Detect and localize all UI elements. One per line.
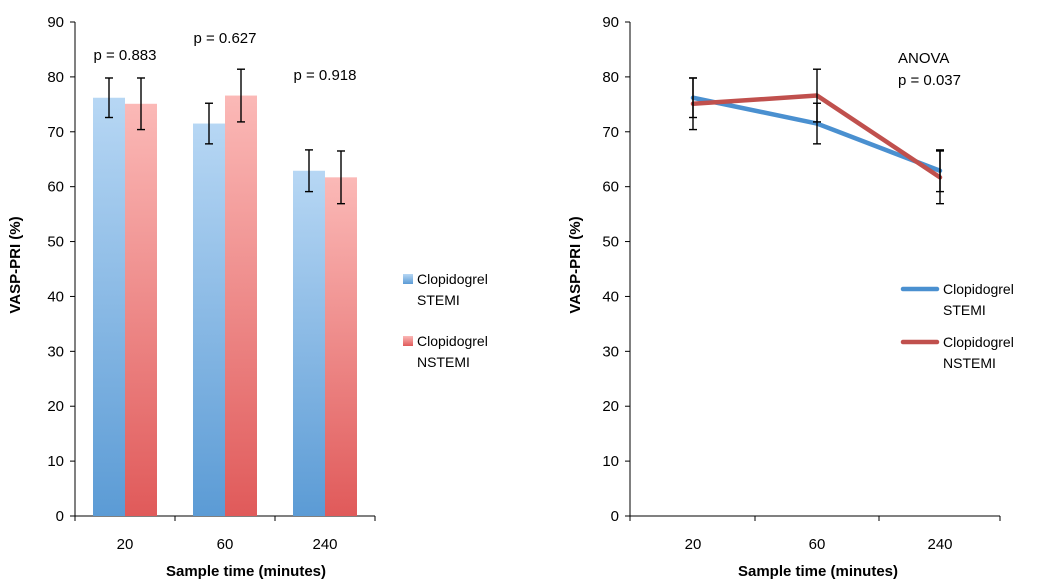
line-chart-xlabel: Sample time (minutes) [738,563,898,580]
line-chart-ytick-label: 50 [602,234,619,251]
bar-chart: VASP-PRI (%) Sample time (minutes) 0 10 20… [7,14,488,580]
bar-chart-ytick-label: 30 [47,343,64,360]
legend-label: Clopidogrel [417,333,488,349]
bar-chart-xtick-label: 60 [217,536,234,553]
bar-chart-ytick-label: 0 [56,508,64,525]
bar-chart-ytick-label: 40 [47,288,64,305]
legend-label: Clopidogrel [943,334,1014,350]
line-chart-ytick-label: 10 [602,453,619,470]
line-chart-xtick-label: 20 [685,536,702,553]
line-chart-ytick-label: 30 [602,343,619,360]
p-value-annotation: p = 0.918 [294,67,357,84]
p-value-annotation: p = 0.627 [194,30,257,47]
line-chart-ytick-label: 20 [602,398,619,415]
anova-annotation: ANOVA [898,50,949,67]
bar-chart-ytick-label: 90 [47,14,64,31]
line-chart-xtick-label: 60 [809,536,826,553]
bar-chart-ytick-label: 70 [47,124,64,141]
legend-label: NSTEMI [943,355,996,371]
legend-label: NSTEMI [417,354,470,370]
bar-clopidogrel-nstemi [125,103,157,516]
bar-chart-ytick-label: 10 [47,453,64,470]
line-chart: VASP-PRI (%) Sample time (minutes) 0 10 20… [567,14,1014,580]
legend-label: Clopidogrel [417,271,488,287]
bar-clopidogrel-nstemi [225,95,257,516]
legend-swatch [403,274,413,284]
bar-chart-ytick-label: 80 [47,69,64,86]
bar-chart-xlabel: Sample time (minutes) [166,563,326,580]
bar-chart-xtick-label: 240 [312,536,337,553]
bar-chart-xtick-label: 20 [117,536,134,553]
bar-chart-ytick-label: 60 [47,179,64,196]
bar-chart-ylabel: VASP-PRI (%) [7,216,24,313]
line-chart-ytick-label: 80 [602,69,619,86]
legend-label: STEMI [417,292,460,308]
bar-clopidogrel-nstemi [325,177,357,516]
bar-clopidogrel-stemi [93,97,125,516]
line-chart-ytick-label: 0 [611,508,619,525]
legend-swatch [403,336,413,346]
bar-clopidogrel-stemi [293,170,325,516]
bar-chart-ytick-label: 50 [47,234,64,251]
bar-clopidogrel-stemi [193,123,225,517]
legend-label: Clopidogrel [943,281,1014,297]
legend-label: STEMI [943,302,986,318]
line-chart-ytick-label: 90 [602,14,619,31]
bar-chart-ytick-label: 20 [47,398,64,415]
line-chart-ytick-label: 70 [602,124,619,141]
line-chart-ytick-label: 60 [602,179,619,196]
p-value-annotation: p = 0.883 [94,47,157,64]
line-chart-ylabel: VASP-PRI (%) [567,216,584,313]
line-chart-ytick-label: 40 [602,288,619,305]
anova-annotation: p = 0.037 [898,72,961,89]
line-chart-xtick-label: 240 [927,536,952,553]
